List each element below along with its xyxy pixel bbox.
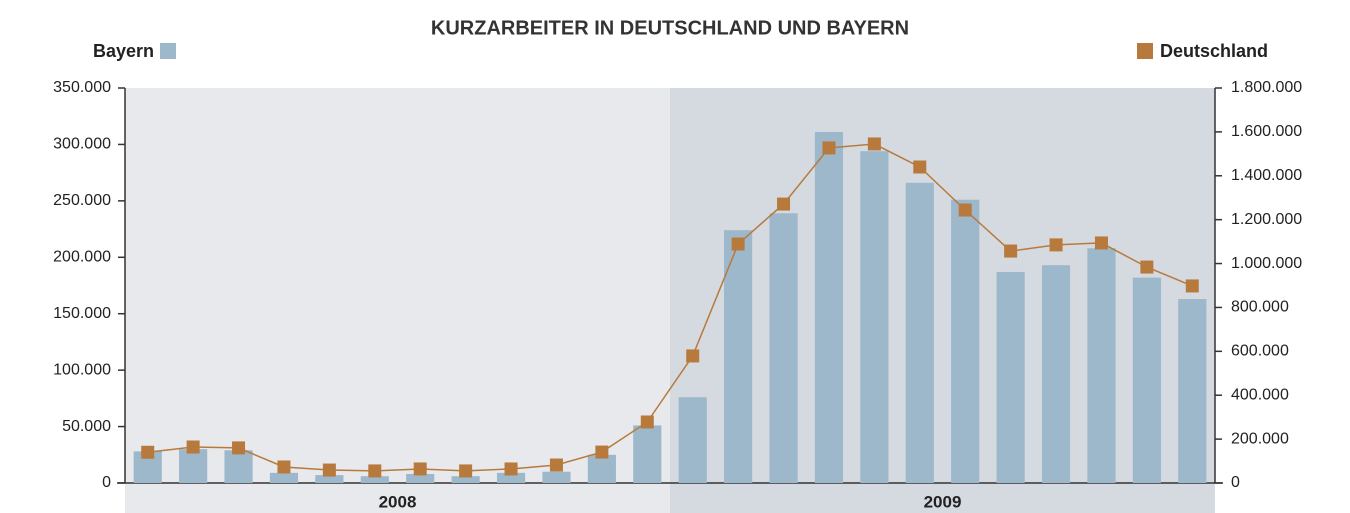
line-marker (686, 349, 700, 363)
line-marker (277, 460, 291, 474)
bar (1041, 265, 1071, 483)
bar (678, 397, 707, 483)
line-marker (504, 462, 518, 476)
bar (496, 472, 526, 483)
bar (724, 230, 753, 483)
legend-label: Deutschland (1160, 41, 1268, 61)
line-marker (867, 137, 881, 151)
line-marker (322, 463, 336, 477)
y-tick-label: 50.000 (62, 418, 111, 435)
line-marker (368, 464, 382, 478)
y2-tick-label: 400.000 (1231, 386, 1289, 403)
y2-tick-label: 0 (1231, 474, 1240, 491)
bar (587, 454, 616, 483)
bar (860, 151, 889, 483)
bar (769, 213, 798, 483)
line-marker (459, 464, 473, 478)
y2-tick-label: 800.000 (1231, 299, 1289, 316)
bar (360, 476, 389, 483)
y-tick-label: 0 (102, 474, 111, 491)
line-marker (141, 445, 155, 459)
bar (315, 475, 344, 483)
y2-tick-label: 1.400.000 (1231, 167, 1302, 184)
group-label: 2009 (924, 492, 962, 511)
line-marker (1094, 236, 1108, 250)
line-marker (913, 160, 927, 174)
line-marker (731, 237, 745, 251)
legend-label: Bayern (93, 41, 154, 61)
line-marker (822, 141, 836, 155)
y2-tick-label: 200.000 (1231, 430, 1289, 447)
line-marker (640, 415, 654, 429)
y-tick-label: 200.000 (53, 249, 111, 266)
line-marker (1140, 260, 1154, 274)
bar (1087, 248, 1116, 483)
y-tick-label: 250.000 (53, 192, 111, 209)
line-marker (777, 197, 791, 211)
y-tick-label: 300.000 (53, 136, 111, 153)
legend-swatch (1137, 43, 1153, 59)
y2-tick-label: 600.000 (1231, 343, 1289, 360)
bar (814, 132, 844, 483)
line-marker (958, 203, 972, 217)
bar (451, 476, 480, 483)
bar (179, 449, 208, 483)
y-tick-label: 350.000 (53, 79, 111, 96)
line-marker (549, 458, 563, 472)
line-marker (1004, 244, 1018, 258)
line-marker (1049, 238, 1063, 252)
bar (269, 472, 299, 483)
group-background (125, 88, 670, 513)
y2-tick-label: 1.200.000 (1231, 211, 1302, 228)
line-marker (413, 462, 427, 476)
bar (1132, 277, 1161, 483)
bar (406, 473, 435, 483)
y2-tick-label: 1.600.000 (1231, 123, 1302, 140)
legend-swatch (160, 43, 176, 59)
bar (996, 271, 1025, 483)
bar (905, 182, 934, 484)
line-marker (232, 441, 246, 455)
group-background (670, 88, 1215, 513)
y-tick-label: 150.000 (53, 305, 111, 322)
line-marker (1185, 279, 1199, 293)
chart-title: KURZARBEITER IN DEUTSCHLAND UND BAYERN (431, 17, 909, 39)
line (147, 143, 1193, 472)
bar (951, 199, 980, 483)
line-marker (595, 445, 609, 459)
y2-tick-label: 1.000.000 (1231, 255, 1302, 272)
bar (224, 450, 253, 483)
line-marker (186, 440, 200, 454)
bar (633, 425, 662, 483)
group-label: 2008 (379, 492, 417, 511)
bar (542, 471, 571, 483)
y2-tick-label: 1.800.000 (1231, 79, 1302, 96)
y-tick-label: 100.000 (53, 361, 111, 378)
bar (1178, 299, 1207, 483)
